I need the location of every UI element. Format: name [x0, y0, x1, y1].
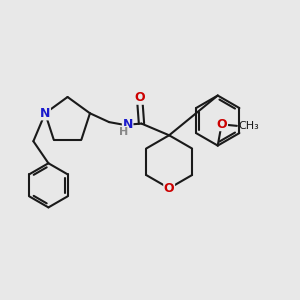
- Text: O: O: [217, 118, 227, 130]
- Text: O: O: [164, 182, 175, 195]
- Text: CH₃: CH₃: [238, 121, 259, 131]
- Text: O: O: [135, 91, 145, 104]
- Text: H: H: [119, 127, 128, 136]
- Text: N: N: [40, 107, 50, 120]
- Text: N: N: [122, 118, 133, 131]
